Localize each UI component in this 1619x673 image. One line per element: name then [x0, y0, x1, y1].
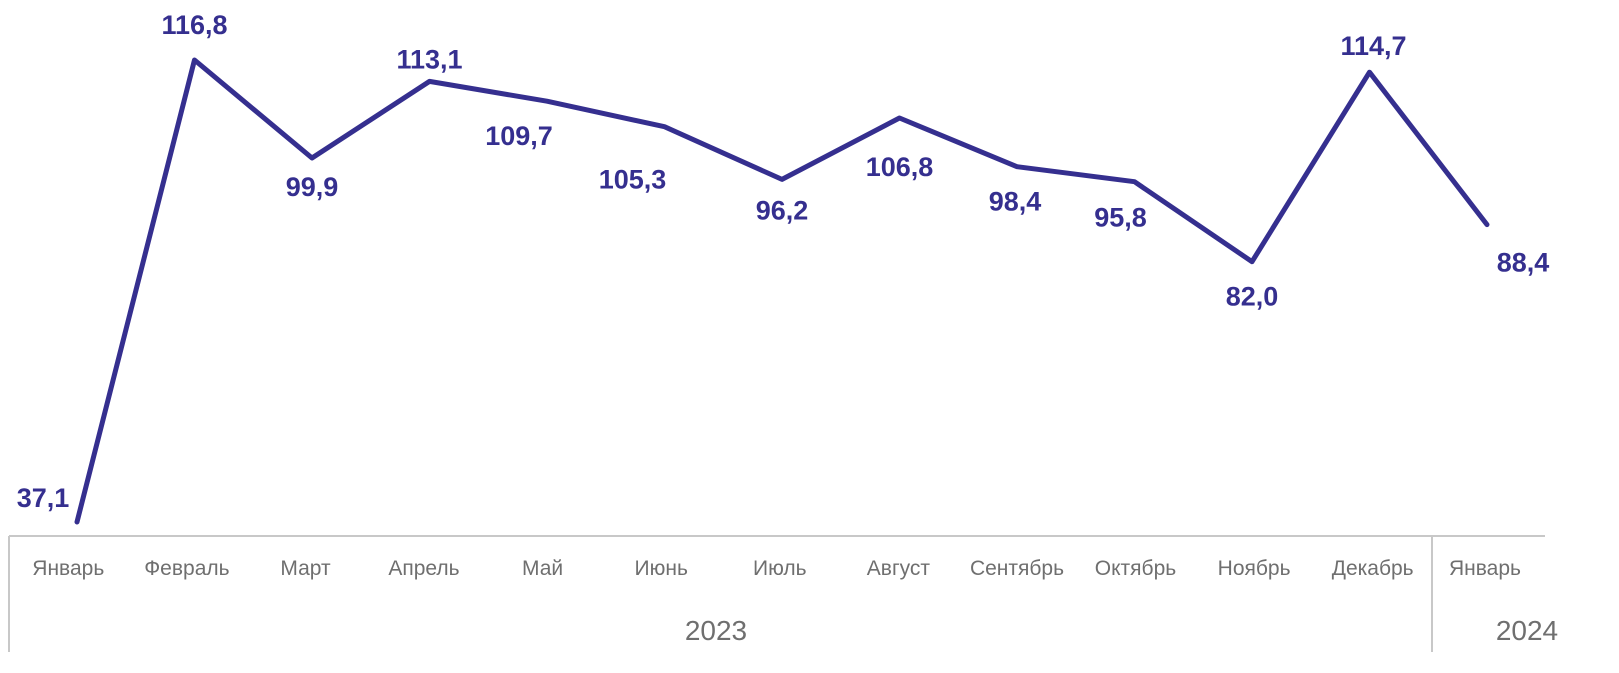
data-label-layer: 37,1 116,8 99,9 113,1 109,7 105,3 96,2 106,8 98,…	[17, 10, 1550, 513]
x-tick-label: Август	[867, 557, 931, 580]
data-label: 106,8	[866, 152, 934, 182]
x-tick-label: Февраль	[144, 557, 229, 580]
x-tick-label: Сентябрь	[970, 557, 1064, 580]
year-group-label: 2024	[1496, 615, 1558, 646]
data-label: 113,1	[396, 44, 462, 74]
series-line	[74, 57, 1490, 525]
data-label: 98,4	[989, 187, 1042, 217]
data-label: 114,7	[1340, 31, 1406, 61]
data-label: 109,7	[485, 121, 553, 151]
series-layer	[74, 57, 1490, 525]
x-tick-label: Октябрь	[1095, 557, 1176, 580]
data-label: 88,4	[1497, 248, 1550, 278]
x-tick-label: Апрель	[388, 557, 459, 580]
data-label: 105,3	[599, 165, 667, 195]
x-tick-label: Июнь	[635, 557, 688, 580]
x-tick-label: Декабрь	[1332, 557, 1414, 580]
x-tick-label: Январь	[1449, 557, 1521, 580]
year-group-label: 2023	[685, 615, 747, 646]
data-label: 116,8	[161, 10, 227, 40]
data-label: 95,8	[1094, 203, 1147, 233]
x-tick-label: Ноябрь	[1218, 557, 1291, 580]
data-label: 37,1	[17, 483, 70, 513]
data-label: 96,2	[756, 195, 809, 225]
axis-layer	[8, 535, 1545, 652]
x-tick-label: Март	[280, 557, 331, 580]
data-label: 82,0	[1226, 282, 1279, 312]
tick-label-layer: Январь Февраль Март Апрель Май Июнь Июль Август…	[32, 557, 1558, 646]
data-label: 99,9	[286, 172, 339, 202]
x-tick-label: Июль	[753, 557, 807, 580]
x-tick-label: Январь	[32, 557, 104, 580]
x-tick-label: Май	[522, 557, 563, 580]
